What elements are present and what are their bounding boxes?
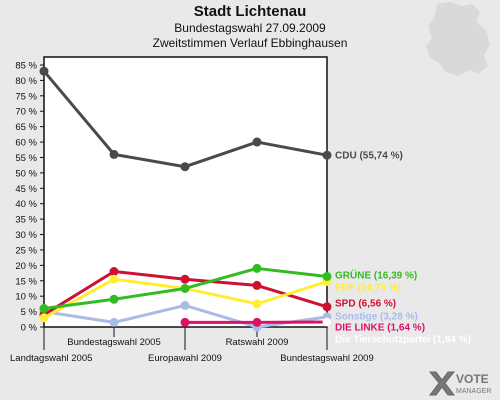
data-point xyxy=(180,162,190,172)
data-point xyxy=(109,317,119,327)
y-tick-label: 55 % xyxy=(15,153,37,164)
data-point xyxy=(39,304,49,314)
data-point xyxy=(252,263,262,273)
data-point xyxy=(322,150,332,160)
brand-line1: VOTE xyxy=(456,372,489,386)
x-tick-label: Europawahl 2009 xyxy=(148,353,222,364)
data-point xyxy=(322,302,332,312)
brand-line2: MANAGER xyxy=(456,388,491,395)
y-tick-label: 0 % xyxy=(21,323,38,334)
chart-subtitle-election: Bundestagswahl 27.09.2009 xyxy=(174,21,326,35)
page-title: Stadt Lichtenau xyxy=(193,3,307,20)
series-label: CDU (55,74 %) xyxy=(335,151,403,162)
x-logo-icon xyxy=(428,371,456,396)
y-axis: 0 % 5 % 10 % 15 % 20 % 25 % 30 % 35 % 40 % 45 % 50… xyxy=(15,61,44,334)
x-tick-label: Landtagswahl 2005 xyxy=(10,353,92,364)
data-point xyxy=(39,313,49,323)
data-point xyxy=(109,294,119,304)
series-label: Die Tierschutzpartei (1,64 %) xyxy=(335,335,471,346)
chart-subtitle-district: Zweitstimmen Verlauf Ebbinghausen xyxy=(152,36,348,50)
y-tick-label: 35 % xyxy=(15,215,37,226)
data-point xyxy=(180,274,190,284)
data-point xyxy=(252,317,262,327)
y-tick-label: 30 % xyxy=(15,230,37,241)
y-tick-label: 45 % xyxy=(15,184,37,195)
data-point xyxy=(109,149,119,159)
series-label: FDP (14,75 %) xyxy=(335,283,401,294)
data-point xyxy=(109,267,119,277)
y-tick-label: 40 % xyxy=(15,199,37,210)
x-tick-label: Ratswahl 2009 xyxy=(226,337,289,348)
data-point xyxy=(252,280,262,290)
data-point xyxy=(109,274,119,284)
series-label: DIE LINKE (1,64 %) xyxy=(335,323,425,334)
data-point xyxy=(180,317,190,327)
y-tick-label: 15 % xyxy=(15,276,37,287)
data-point xyxy=(180,283,190,293)
y-tick-label: 70 % xyxy=(15,107,37,118)
x-tick-label: Bundestagswahl 2009 xyxy=(280,353,374,364)
series-labels: CDU (55,74 %) GRÜNE (16,39 %)FDP (14,75 %… xyxy=(335,151,471,346)
y-tick-label: 25 % xyxy=(15,245,37,256)
y-tick-label: 60 % xyxy=(15,138,37,149)
data-point xyxy=(39,66,49,76)
series-label: SPD (6,56 %) xyxy=(335,299,396,310)
series-label: Sonstige (3,28 %) xyxy=(335,312,418,323)
votemanager-logo: VOTE MANAGER xyxy=(428,371,491,396)
data-point xyxy=(322,317,332,327)
y-tick-label: 65 % xyxy=(15,122,37,133)
y-tick-label: 5 % xyxy=(21,307,38,318)
data-point xyxy=(180,300,190,310)
series-label: GRÜNE (16,39 %) xyxy=(335,269,417,282)
x-axis: Landtagswahl 2005 Bundestagswahl 2005 Euro… xyxy=(10,327,374,364)
data-point xyxy=(252,137,262,147)
y-tick-label: 50 % xyxy=(15,168,37,179)
x-tick-label: Bundestagswahl 2005 xyxy=(67,337,161,348)
data-point xyxy=(322,271,332,281)
y-tick-label: 10 % xyxy=(15,292,37,303)
y-tick-label: 85 % xyxy=(15,61,37,72)
data-point xyxy=(252,299,262,309)
series-lines xyxy=(39,66,332,332)
y-tick-label: 75 % xyxy=(15,91,37,102)
germany-map-icon xyxy=(426,2,490,76)
y-tick-label: 80 % xyxy=(15,76,37,87)
y-tick-label: 20 % xyxy=(15,261,37,272)
